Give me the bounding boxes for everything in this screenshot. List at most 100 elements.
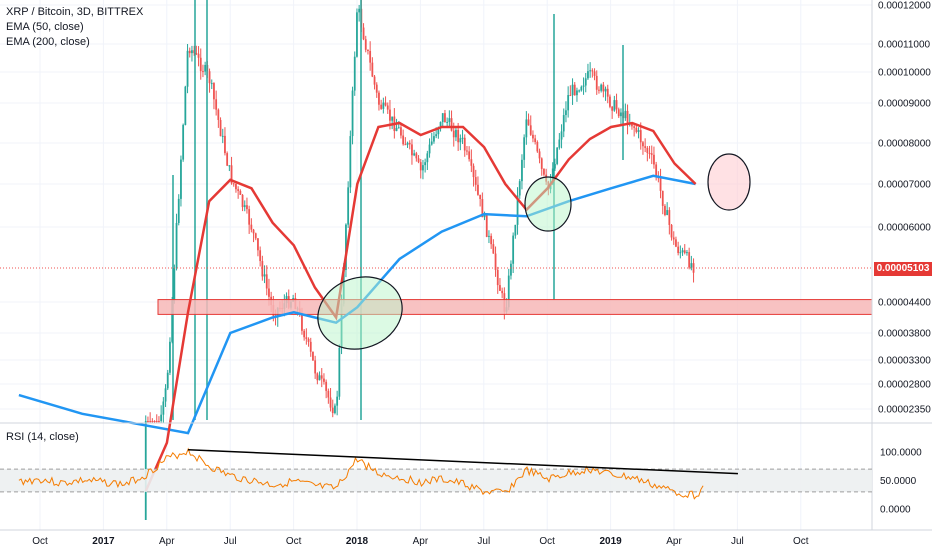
candle-body: [690, 263, 693, 268]
candle-body: [587, 71, 589, 79]
candle-body: [419, 162, 422, 171]
candle-body: [336, 396, 339, 406]
candle-body: [624, 110, 627, 119]
candle-body: [573, 84, 576, 96]
candle-body: [448, 118, 451, 122]
candle-body: [153, 421, 156, 422]
candle-body: [243, 205, 246, 208]
candle-body: [650, 153, 653, 155]
candle-body: [382, 102, 385, 109]
candle-body: [571, 84, 574, 96]
rsi-axis-label: 50.0000: [880, 476, 917, 487]
candle-body: [474, 177, 477, 185]
candle-body: [450, 118, 453, 131]
candle-body: [677, 246, 680, 253]
candle-body: [349, 136, 352, 188]
overlays: [0, 121, 873, 492]
time-axis-label: Jul: [731, 536, 744, 547]
candle-body: [501, 290, 504, 294]
time-axis-label: 2019: [599, 536, 622, 547]
candle-body: [384, 102, 387, 106]
candle-body: [529, 125, 532, 135]
candle-body: [633, 126, 636, 128]
candle-body: [316, 373, 319, 381]
price-axis-label: 0.00012000: [878, 1, 931, 12]
time-axis-label: Jul: [224, 536, 237, 547]
candle-body: [477, 184, 479, 195]
candle-body: [604, 88, 607, 92]
candle-body: [237, 189, 240, 191]
candle-body: [215, 99, 218, 110]
candle-body: [188, 50, 191, 54]
candle-body: [395, 128, 398, 132]
ema50-line: [144, 121, 697, 492]
candle-body: [265, 274, 268, 289]
candle-body: [426, 153, 429, 163]
candle-body: [664, 205, 666, 215]
candle-body: [567, 95, 570, 111]
candle-body: [252, 229, 255, 234]
candle-body: [182, 124, 185, 160]
price-axis-label: 0.00007000: [878, 180, 931, 191]
candle-body: [415, 153, 418, 159]
rsi-legend: RSI (14, close): [6, 431, 79, 443]
candle-body: [525, 119, 528, 138]
candle-body: [578, 90, 581, 92]
candle-body: [642, 142, 644, 147]
candle-body: [219, 119, 222, 137]
candle-body: [472, 165, 475, 178]
candle-body: [369, 50, 372, 63]
candle-body: [589, 70, 592, 72]
rsi-pane: 100.0000 50.0000 0.0000: [0, 447, 922, 516]
candle-body: [437, 127, 440, 135]
grid-lines: [0, 0, 872, 530]
candle-body: [147, 421, 149, 422]
candle-body: [406, 142, 409, 145]
candle-body: [367, 49, 369, 51]
candle-body: [565, 110, 567, 116]
candle-body: [199, 57, 202, 72]
candle-body: [162, 401, 165, 415]
candle-body: [514, 224, 517, 236]
candle-body: [325, 381, 328, 391]
candle-body: [492, 244, 495, 254]
candle-body: [259, 250, 262, 262]
price-axis-label: 0.00010000: [878, 68, 931, 79]
candle-body: [307, 338, 310, 342]
candle-body: [250, 224, 253, 230]
candle-body: [620, 112, 622, 117]
candle-body: [155, 421, 158, 422]
candle-body: [268, 288, 270, 297]
candle-body: [309, 341, 312, 352]
price-axis-label: 0.00002350: [878, 405, 931, 416]
time-axis-label: Oct: [286, 536, 302, 547]
price-axis-label: 0.00003800: [878, 329, 931, 340]
candle-body: [378, 92, 380, 105]
candle-body: [424, 162, 427, 166]
candle-body: [672, 237, 675, 240]
candle-body: [180, 159, 182, 199]
candle-body: [173, 268, 176, 301]
candle-body: [193, 50, 196, 54]
candle-body: [648, 152, 651, 154]
candle-body: [331, 407, 334, 414]
candle-body: [221, 135, 224, 137]
candle-body: [595, 75, 598, 90]
candle-body: [210, 83, 213, 85]
candle-body: [538, 151, 541, 159]
candle-body: [468, 151, 471, 160]
candle-body: [413, 153, 416, 156]
candle-body: [391, 116, 394, 121]
candle-body: [602, 84, 605, 92]
candle-body: [404, 144, 407, 146]
candle-body: [327, 390, 330, 398]
candle-body: [560, 131, 563, 140]
candle-body: [668, 210, 671, 225]
candle-body: [615, 100, 618, 110]
candle-body: [430, 141, 433, 145]
candle-body: [518, 181, 521, 196]
candle-body: [600, 84, 603, 91]
rsi-axis-label: 0.0000: [880, 505, 911, 516]
